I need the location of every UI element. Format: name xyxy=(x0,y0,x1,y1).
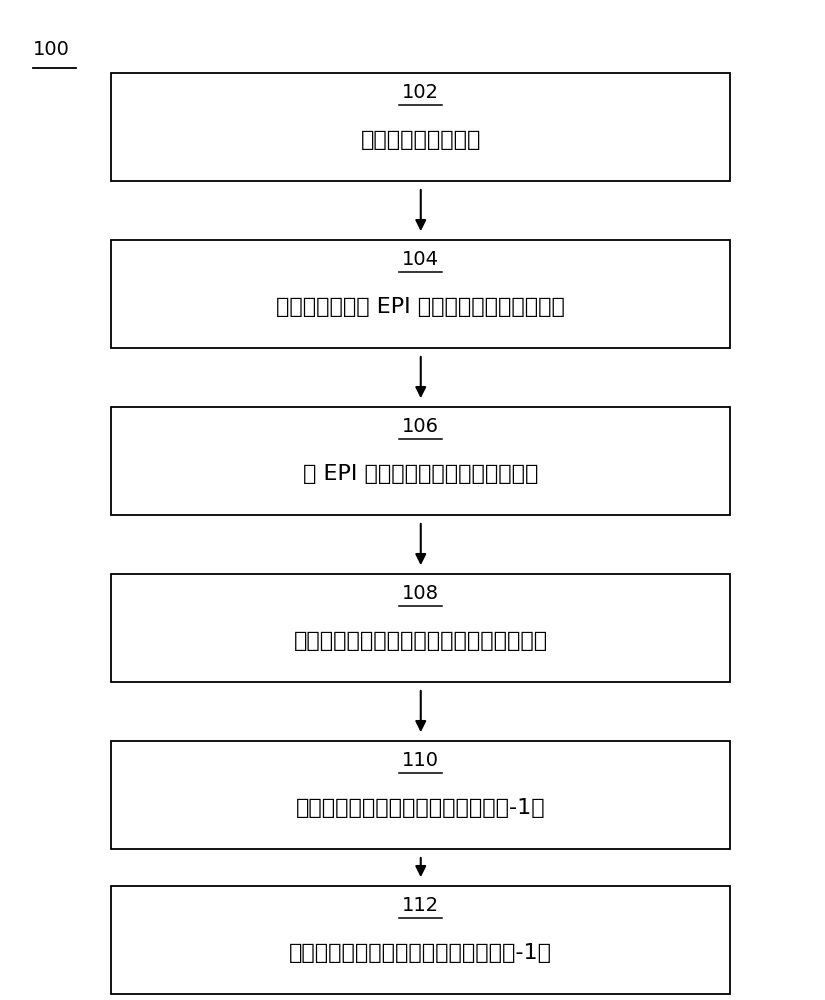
Bar xyxy=(111,741,730,849)
Text: 104: 104 xyxy=(403,250,439,269)
Text: 在热氧化层上并在沟槽中形成第一电介质层: 在热氧化层上并在沟槽中形成第一电介质层 xyxy=(294,631,548,651)
Bar xyxy=(111,886,730,994)
Text: 在电介质层上并在沟槽中形成多晶硅-1层: 在电介质层上并在沟槽中形成多晶硅-1层 xyxy=(296,798,545,818)
Text: 形成掩膜，蚀刻 EPI 层以形成沟槽，除去掩膜: 形成掩膜，蚀刻 EPI 层以形成沟槽，除去掩膜 xyxy=(276,297,565,317)
Text: 106: 106 xyxy=(403,417,439,436)
Text: 102: 102 xyxy=(403,83,439,102)
Text: 110: 110 xyxy=(403,751,439,770)
Text: 112: 112 xyxy=(403,896,439,915)
Text: 108: 108 xyxy=(403,584,439,603)
Bar xyxy=(111,73,730,181)
Text: 在基板上生长外延层: 在基板上生长外延层 xyxy=(361,130,481,150)
Bar xyxy=(111,240,730,348)
Text: 在 EPI 层上并在沟槽中生长热氧化层: 在 EPI 层上并在沟槽中生长热氧化层 xyxy=(303,464,539,484)
Text: 蚀刻多晶硅１层以在沟槽中形成多晶硅-1区: 蚀刻多晶硅１层以在沟槽中形成多晶硅-1区 xyxy=(290,943,552,963)
Bar xyxy=(111,574,730,682)
Text: 100: 100 xyxy=(33,40,70,59)
Bar xyxy=(111,407,730,515)
